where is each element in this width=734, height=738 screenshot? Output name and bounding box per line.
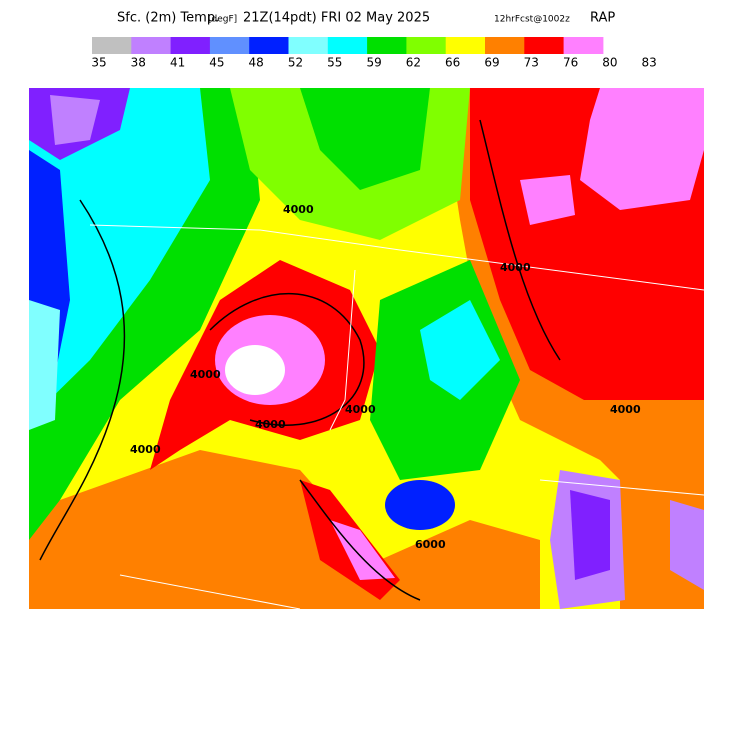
colorbar-swatch xyxy=(485,37,525,54)
colorbar-label: 38 xyxy=(131,56,146,70)
contour-label: 4000 xyxy=(283,203,314,216)
colorbar-label: 66 xyxy=(445,56,460,70)
colorbar-swatch xyxy=(563,37,604,54)
colorbar-label: 59 xyxy=(366,56,381,70)
colorbar-swatch xyxy=(209,37,250,54)
contour-label: 4000 xyxy=(190,368,221,381)
map: 4000 4000 4000 4000 4000 4000 4000 6000 xyxy=(29,88,704,609)
colorbar-swatch xyxy=(288,37,329,54)
colorbar-label: 35 xyxy=(91,56,106,70)
colorbar: 35 38 41 45 48 52 55 59 62 66 69 73 76 80 83 xyxy=(91,37,657,70)
colorbar-swatch xyxy=(170,37,211,54)
contour-label: 4000 xyxy=(610,403,641,416)
contour-label: 4000 xyxy=(345,403,376,416)
colorbar-swatch xyxy=(131,37,172,54)
colorbar-label: 48 xyxy=(249,56,264,70)
colorbar-swatch xyxy=(445,37,486,54)
colorbar-label: 80 xyxy=(602,56,617,70)
colorbar-label: 76 xyxy=(563,56,578,70)
forecast: 12hrFcst@1002z xyxy=(494,15,570,25)
colorbar-label: 55 xyxy=(327,56,342,70)
colorbar-label: 83 xyxy=(642,56,657,70)
colorbar-swatch xyxy=(406,37,447,54)
colorbar-label: 52 xyxy=(288,56,303,70)
colorbar-label: 73 xyxy=(524,56,539,70)
model: RAP xyxy=(590,11,615,26)
colorbar-label: 45 xyxy=(209,56,224,70)
colorbar-label: 62 xyxy=(406,56,421,70)
colorbar-swatch xyxy=(249,37,289,54)
colorbar-swatch xyxy=(367,37,407,54)
contour-label: 4000 xyxy=(130,443,161,456)
title: Sfc. (2m) Temp. xyxy=(117,11,219,26)
units: [degF] xyxy=(208,15,237,25)
colorbar-label: 41 xyxy=(170,56,185,70)
colorbar-swatch xyxy=(327,37,368,54)
contour-label: 6000 xyxy=(415,538,446,551)
colorbar-swatch xyxy=(92,37,132,54)
contour-label: 4000 xyxy=(500,261,531,274)
contour-label: 4000 xyxy=(255,418,286,431)
colorbar-label: 69 xyxy=(484,56,499,70)
valid-time: 21Z(14pdt) FRI 02 May 2025 xyxy=(243,11,430,26)
colorbar-swatch xyxy=(524,37,565,54)
